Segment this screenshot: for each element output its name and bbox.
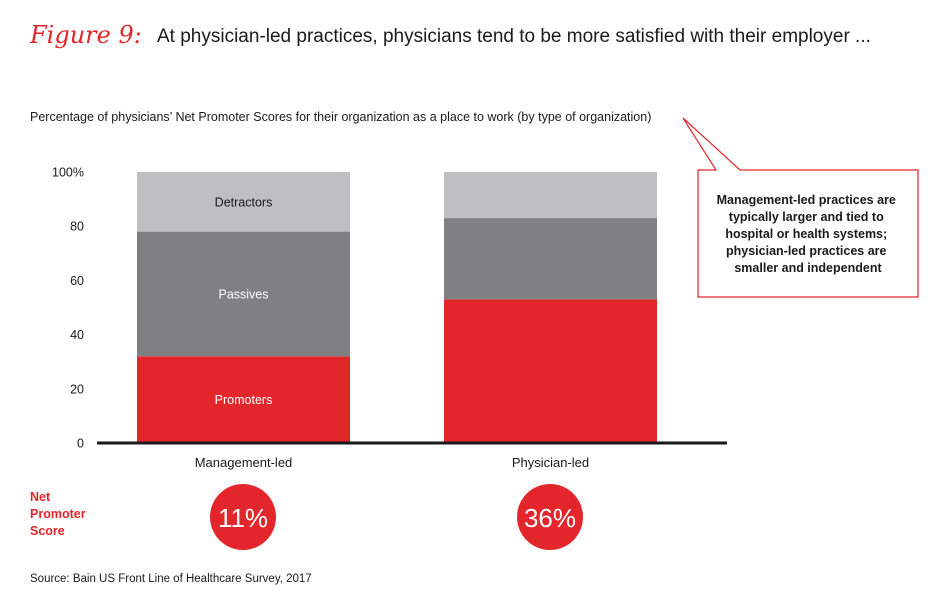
y-tick-label: 40 xyxy=(70,328,84,342)
nps-badge-physician: 36% xyxy=(517,484,583,550)
callout-line: Management-led practices are xyxy=(717,193,896,207)
bar-segment-promoters xyxy=(444,299,657,443)
y-tick-label: 100% xyxy=(52,166,84,180)
bar-segment-passives xyxy=(137,231,350,357)
nps-label: Net Promoter Score xyxy=(30,490,89,538)
chart-title: At physician-led practices, physicians t… xyxy=(157,26,871,47)
nps-label-line: Promoter xyxy=(30,507,86,521)
segment-label: Promoters xyxy=(215,393,273,407)
segment-label: Detractors xyxy=(215,195,273,209)
nps-circle xyxy=(210,484,276,550)
nps-label-line: Net xyxy=(30,490,51,504)
bar-plot: Promoters Passives Detractors Management-le… xyxy=(52,166,727,470)
bar-segment-detractors xyxy=(444,172,657,219)
nps-circle xyxy=(517,484,583,550)
callout-box: Management-led practices are typically l… xyxy=(682,117,919,298)
nps-value: 11% xyxy=(218,503,268,533)
bar-segment-detractors xyxy=(137,172,350,232)
source-note: Source: Bain US Front Line of Healthcare… xyxy=(30,573,312,585)
callout-line: physician-led practices are xyxy=(726,244,887,258)
category-label: Management-led xyxy=(195,455,293,470)
y-tick-label: 20 xyxy=(70,382,84,396)
y-tick-label: 80 xyxy=(70,220,84,234)
callout-text: Management-led practices are typically l… xyxy=(717,193,900,275)
nps-value: 36% xyxy=(524,503,576,533)
category-label: Physician-led xyxy=(512,455,589,470)
bar-segment-passives xyxy=(444,218,657,300)
segment-label: Passives xyxy=(218,287,268,301)
chart-subtitle: Percentage of physicians’ Net Promoter S… xyxy=(30,110,651,124)
figure-label: Figure 9: xyxy=(29,21,142,49)
y-tick-label: 60 xyxy=(70,274,84,288)
callout-line: hospital or health systems; xyxy=(725,227,887,241)
callout-bubble xyxy=(682,117,919,298)
callout-line: typically larger and tied to xyxy=(729,210,884,224)
nps-badge-management: 11% xyxy=(210,484,276,550)
y-tick-label: 0 xyxy=(77,437,84,451)
bar-segment-promoters xyxy=(137,356,350,443)
nps-label-line: Score xyxy=(30,524,65,538)
callout-line: smaller and independent xyxy=(734,261,882,275)
